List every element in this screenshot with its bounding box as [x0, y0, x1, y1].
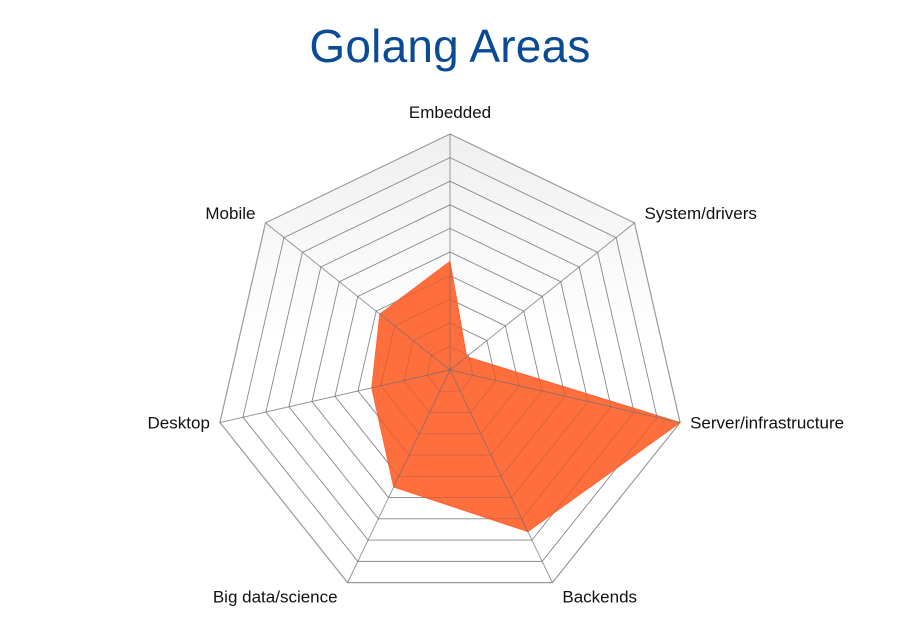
chart-title: Golang Areas: [309, 20, 591, 72]
grid-ring-overlay-1: [426, 346, 474, 392]
series-area-0: [371, 260, 682, 533]
grid-ring-overlay-7: [288, 204, 612, 520]
grid-ring-overlay-2: [403, 322, 497, 413]
axis-label-backends: Backends: [562, 588, 637, 607]
axis-label-desktop: Desktop: [148, 414, 210, 433]
spoke-mobile: [265, 222, 451, 371]
radar-axis-labels: Embedded System/drivers Server/infrastruct…: [148, 103, 845, 607]
grid-ring-7: [288, 204, 612, 520]
grid-ring-9: [242, 157, 658, 562]
axis-label-system-drivers: System/drivers: [645, 204, 757, 223]
grid-ring-overlay-5: [334, 251, 566, 477]
grid-ring-overlay-4: [357, 275, 543, 456]
spoke-desktop: [219, 369, 451, 423]
axis-label-mobile: Mobile: [205, 204, 255, 223]
grid-ring-overlay-8: [265, 180, 635, 541]
axis-label-big-data-science: Big data/science: [213, 588, 338, 607]
spoke-system-drivers: [449, 222, 635, 371]
axis-label-server-infrastructure: Server/infrastructure: [690, 414, 844, 433]
radar-spokes: [219, 134, 681, 583]
grid-ring-overlay-3: [380, 298, 520, 435]
grid-ring-overlay-6: [311, 228, 589, 498]
grid-ring-8: [265, 180, 635, 541]
spoke-backends: [449, 369, 553, 583]
spoke-big-data-science: [347, 369, 451, 583]
grid-ring-10: [219, 133, 681, 584]
axis-label-embedded: Embedded: [409, 103, 491, 122]
spoke-server-infrastructure: [449, 369, 681, 423]
grid-ring-overlay-9: [242, 157, 658, 562]
